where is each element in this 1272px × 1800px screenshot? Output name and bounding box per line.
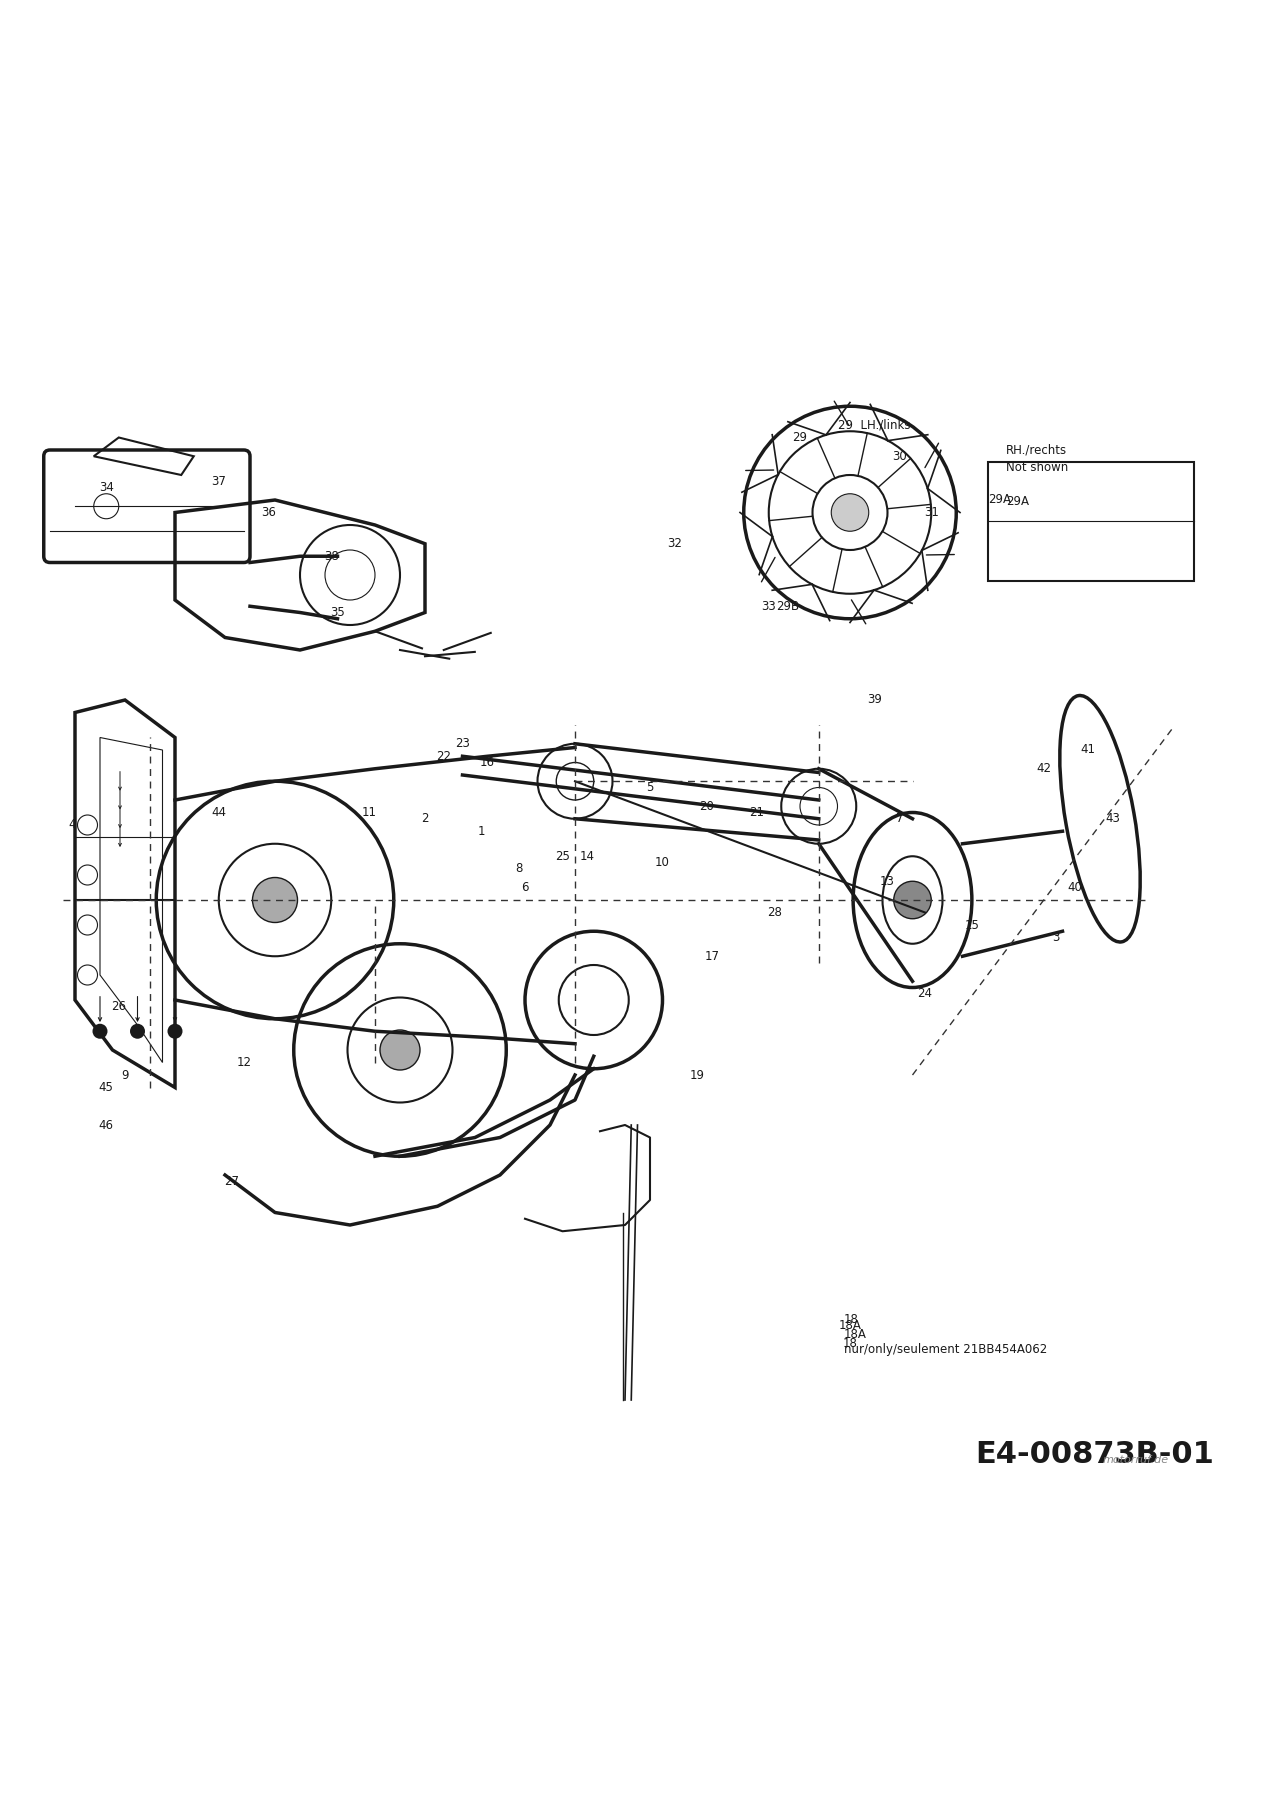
- Text: 30: 30: [893, 450, 907, 463]
- Text: 4: 4: [69, 819, 76, 832]
- Text: 42: 42: [1037, 761, 1051, 776]
- Text: 36: 36: [261, 506, 276, 518]
- Text: 11: 11: [361, 806, 377, 819]
- Text: 29: 29: [792, 430, 808, 445]
- Text: 22: 22: [436, 751, 452, 763]
- Text: 44: 44: [211, 806, 226, 819]
- Text: 29A: 29A: [988, 493, 1011, 506]
- Text: 9: 9: [121, 1069, 128, 1082]
- Bar: [987, 463, 1193, 581]
- Text: 21: 21: [749, 806, 763, 819]
- Text: 39: 39: [868, 693, 883, 706]
- Text: 17: 17: [705, 950, 720, 963]
- Text: 41: 41: [1080, 743, 1095, 756]
- Text: 33: 33: [762, 599, 776, 612]
- Text: 37: 37: [211, 475, 226, 488]
- Text: 12: 12: [237, 1057, 252, 1069]
- Text: 5: 5: [646, 781, 654, 794]
- Text: 7: 7: [897, 812, 903, 824]
- Text: 35: 35: [331, 607, 345, 619]
- Text: 3: 3: [1052, 931, 1060, 943]
- Text: 6: 6: [522, 880, 529, 895]
- Text: 43: 43: [1105, 812, 1119, 824]
- Text: 28: 28: [767, 905, 782, 920]
- Text: 29B: 29B: [776, 599, 799, 612]
- Text: 10: 10: [655, 857, 670, 869]
- Text: 14: 14: [580, 850, 595, 862]
- Circle shape: [168, 1024, 182, 1039]
- Text: 19: 19: [689, 1069, 705, 1082]
- Text: 18A: 18A: [838, 1319, 861, 1332]
- Text: 34: 34: [99, 481, 113, 493]
- Text: 20: 20: [698, 799, 714, 814]
- Text: 45: 45: [99, 1082, 113, 1094]
- Text: 25: 25: [555, 850, 570, 862]
- Text: 18: 18: [842, 1337, 857, 1350]
- Text: E4-00873B-01: E4-00873B-01: [976, 1440, 1213, 1469]
- Text: 40: 40: [1067, 880, 1082, 895]
- Text: 38: 38: [324, 549, 338, 563]
- Text: 1: 1: [477, 824, 485, 837]
- Text: 31: 31: [923, 506, 939, 518]
- Text: 2: 2: [421, 812, 429, 824]
- Text: 13: 13: [880, 875, 895, 887]
- Text: 32: 32: [668, 536, 683, 551]
- Text: 23: 23: [455, 738, 469, 751]
- Text: RH./rechts
Not shown

29A: RH./rechts Not shown 29A: [1006, 445, 1068, 508]
- Text: 46: 46: [99, 1118, 113, 1132]
- Text: 18
18A
nur/only/seulement 21BB454A062: 18 18A nur/only/seulement 21BB454A062: [843, 1312, 1047, 1355]
- Text: 16: 16: [480, 756, 495, 769]
- Circle shape: [93, 1024, 108, 1039]
- Circle shape: [380, 1030, 420, 1069]
- Text: 24: 24: [917, 986, 932, 1001]
- Text: motorruf.de: motorruf.de: [1103, 1454, 1169, 1465]
- Text: 26: 26: [111, 999, 126, 1013]
- Text: 29  LH./links: 29 LH./links: [837, 418, 909, 432]
- Circle shape: [253, 877, 298, 923]
- Circle shape: [831, 493, 869, 531]
- Text: 8: 8: [515, 862, 523, 875]
- Circle shape: [894, 882, 931, 918]
- Text: 27: 27: [224, 1175, 239, 1188]
- Circle shape: [130, 1024, 145, 1039]
- Text: 15: 15: [965, 918, 979, 932]
